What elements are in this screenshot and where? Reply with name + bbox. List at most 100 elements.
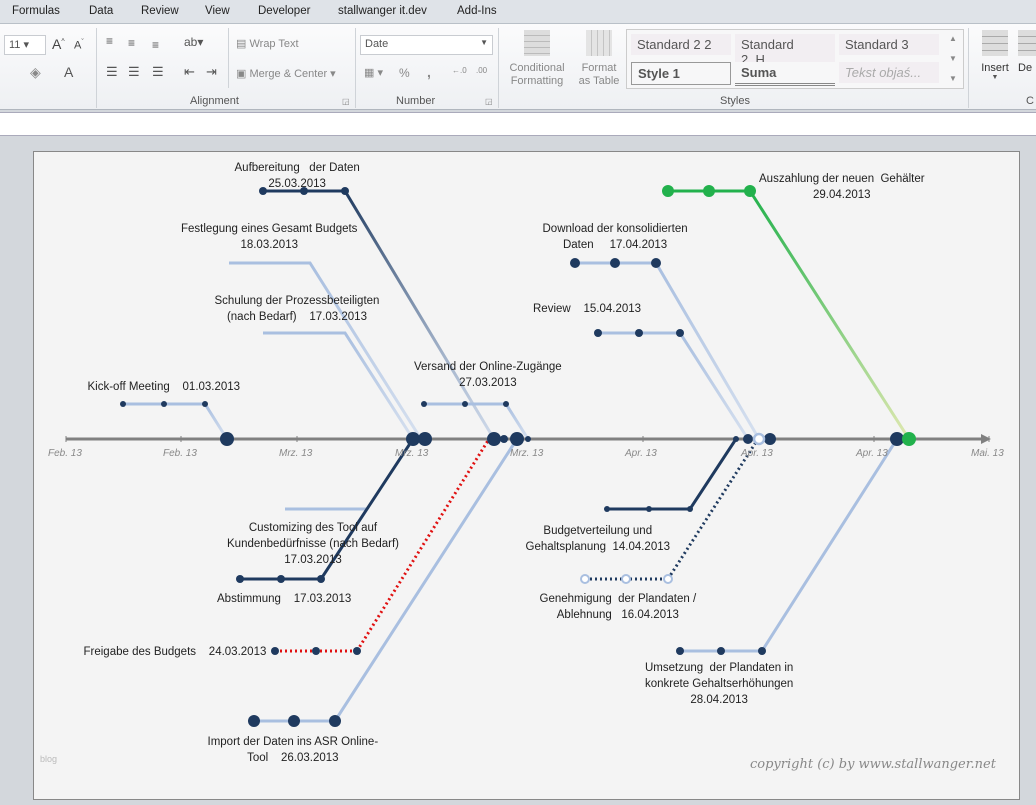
- gallery-more-icon[interactable]: ▼: [949, 74, 957, 83]
- formula-bar[interactable]: [0, 112, 1036, 136]
- styles-gallery: Standard 2 2 Standard 2_H... Standard 3 …: [626, 29, 964, 89]
- number-format-select[interactable]: Date ▼: [360, 35, 493, 55]
- milestone-label: Festlegung eines Gesamt Budgets 18.03.20…: [181, 223, 358, 251]
- align-left-icon[interactable]: ☰: [106, 64, 118, 79]
- axis-milestone-dot: [406, 432, 420, 446]
- timeline-chart[interactable]: blog copyright (c) by www.stallwanger.ne…: [33, 151, 1020, 800]
- milestone-dot: [604, 506, 610, 512]
- merge-center-label: Merge & Center: [249, 68, 328, 80]
- milestone-dot: [202, 401, 208, 407]
- cells-group-label: C: [1026, 95, 1034, 107]
- percent-button[interactable]: %: [399, 66, 410, 80]
- number-group-label: Number: [396, 95, 436, 107]
- milestone-label: Abstimmung 17.03.2013: [217, 593, 352, 605]
- tab-formulas[interactable]: Formulas: [12, 5, 60, 17]
- axis-arrow-icon: [981, 434, 991, 444]
- tab-data[interactable]: Data: [89, 5, 114, 17]
- milestone-connector: [333, 438, 519, 723]
- merge-center-button[interactable]: ▣ Merge & Center ▾: [236, 68, 336, 80]
- gallery-down-icon[interactable]: ▼: [949, 54, 957, 63]
- axis-milestone-dot: [510, 432, 524, 446]
- axis-tick-label: Feb. 13: [48, 448, 82, 459]
- axis-milestone-dot: [487, 432, 501, 446]
- fill-color-icon[interactable]: ◈: [30, 64, 41, 80]
- decrease-indent-icon[interactable]: ⇤: [184, 64, 195, 79]
- milestone-dot: [687, 506, 693, 512]
- delete-label: De: [1018, 62, 1033, 74]
- shrink-font-icon[interactable]: Aˇ: [74, 39, 84, 52]
- align-top-icon[interactable]: ≡: [106, 34, 114, 48]
- axis-milestone-dot: [743, 434, 753, 444]
- milestone-dot: [570, 258, 580, 268]
- format-as-table-button[interactable]: Format as Table: [572, 30, 626, 88]
- milestone-connector: [343, 331, 415, 440]
- merge-icon: ▣: [236, 68, 247, 80]
- milestone-dot: [703, 185, 715, 197]
- tab-stallwanger[interactable]: stallwanger it.dev: [338, 5, 427, 17]
- alignment-group-label: Alignment: [190, 95, 239, 107]
- axis-tick-label: Apr. 13: [625, 448, 657, 459]
- align-right-icon[interactable]: ☰: [152, 64, 164, 79]
- axis-milestone-dot: [418, 432, 432, 446]
- comma-button[interactable]: ,: [427, 64, 431, 80]
- milestone-dot: [259, 187, 267, 195]
- milestone-dot: [651, 258, 661, 268]
- conditional-formatting-button[interactable]: Conditional Formatting: [504, 30, 570, 88]
- milestone-label: Kick-off Meeting 01.03.2013: [87, 381, 241, 393]
- milestone-connector: [688, 438, 738, 511]
- milestone-label: Download der konsolidierten Daten 17.04.…: [542, 223, 688, 251]
- axis-tick-label: Mrz. 13: [510, 448, 544, 459]
- milestone-dot: [277, 575, 285, 583]
- milestone-dot: [717, 647, 725, 655]
- decrease-decimal-icon[interactable]: .00: [476, 66, 488, 75]
- tab-view[interactable]: View: [205, 5, 230, 17]
- milestone-dot: [120, 401, 126, 407]
- style-tekst-objasn[interactable]: Tekst objaś...: [839, 62, 939, 83]
- axis-milestone-dot: [890, 432, 904, 446]
- style-standard-2-2[interactable]: Standard 2 2: [631, 34, 731, 55]
- milestone-dot: [236, 575, 244, 583]
- milestone-connector: [748, 189, 911, 440]
- milestone-dot: [635, 329, 643, 337]
- milestone-dot: [312, 647, 320, 655]
- tab-developer[interactable]: Developer: [258, 5, 311, 17]
- alignment-launcher-icon[interactable]: ◲: [342, 97, 350, 106]
- style-style-1[interactable]: Style 1: [631, 62, 731, 85]
- styles-group-label: Styles: [720, 95, 750, 107]
- align-center-icon[interactable]: ☰: [128, 64, 140, 79]
- orientation-icon[interactable]: ab▾: [184, 35, 204, 49]
- gallery-up-icon[interactable]: ▲: [949, 34, 957, 43]
- axis-milestone-dot: [764, 433, 776, 445]
- milestone-dot-hollow: [621, 574, 631, 584]
- align-middle-icon[interactable]: ≡: [128, 36, 136, 50]
- milestone-label: Aufbereitung der Daten 25.03.2013: [234, 162, 360, 190]
- delete-button[interactable]: De: [1018, 30, 1036, 74]
- delete-cells-icon: [1018, 30, 1036, 56]
- milestone-label: Genehmigung der Plandaten / Ablehnung 16…: [539, 593, 697, 621]
- milestone-dot: [288, 715, 300, 727]
- timeline-svg: [65, 185, 991, 727]
- axis-tick-label: Apr. 13: [856, 448, 888, 459]
- axis-milestone-dot-hollow: [752, 432, 766, 446]
- font-color-icon[interactable]: A: [64, 64, 74, 80]
- style-suma[interactable]: Suma: [735, 62, 835, 86]
- watermark: blog: [40, 754, 58, 764]
- font-size-select[interactable]: 11 ▾: [4, 35, 46, 55]
- increase-decimal-icon[interactable]: ←.0: [452, 66, 467, 75]
- increase-indent-icon[interactable]: ⇥: [206, 64, 217, 79]
- milestone-dot: [676, 329, 684, 337]
- align-bottom-icon[interactable]: ≡: [152, 38, 160, 52]
- milestone-dot: [676, 647, 684, 655]
- insert-button[interactable]: Insert ▼: [978, 30, 1012, 81]
- milestone-label: Customizing des Tool auf Kundenbedürfnis…: [227, 522, 399, 566]
- style-standard-3[interactable]: Standard 3: [839, 34, 939, 55]
- currency-icon[interactable]: ▦ ▾: [364, 67, 383, 79]
- number-launcher-icon[interactable]: ◲: [485, 97, 493, 106]
- milestone-dot: [161, 401, 167, 407]
- axis-tick-label: Feb. 13: [163, 448, 197, 459]
- axis-tick-label: Mai. 13: [971, 448, 1004, 459]
- wrap-text-button[interactable]: ▤ Wrap Text: [236, 37, 299, 50]
- grow-font-icon[interactable]: A^: [52, 36, 65, 52]
- tab-review[interactable]: Review: [141, 5, 179, 17]
- tab-add-ins[interactable]: Add-Ins: [457, 5, 497, 17]
